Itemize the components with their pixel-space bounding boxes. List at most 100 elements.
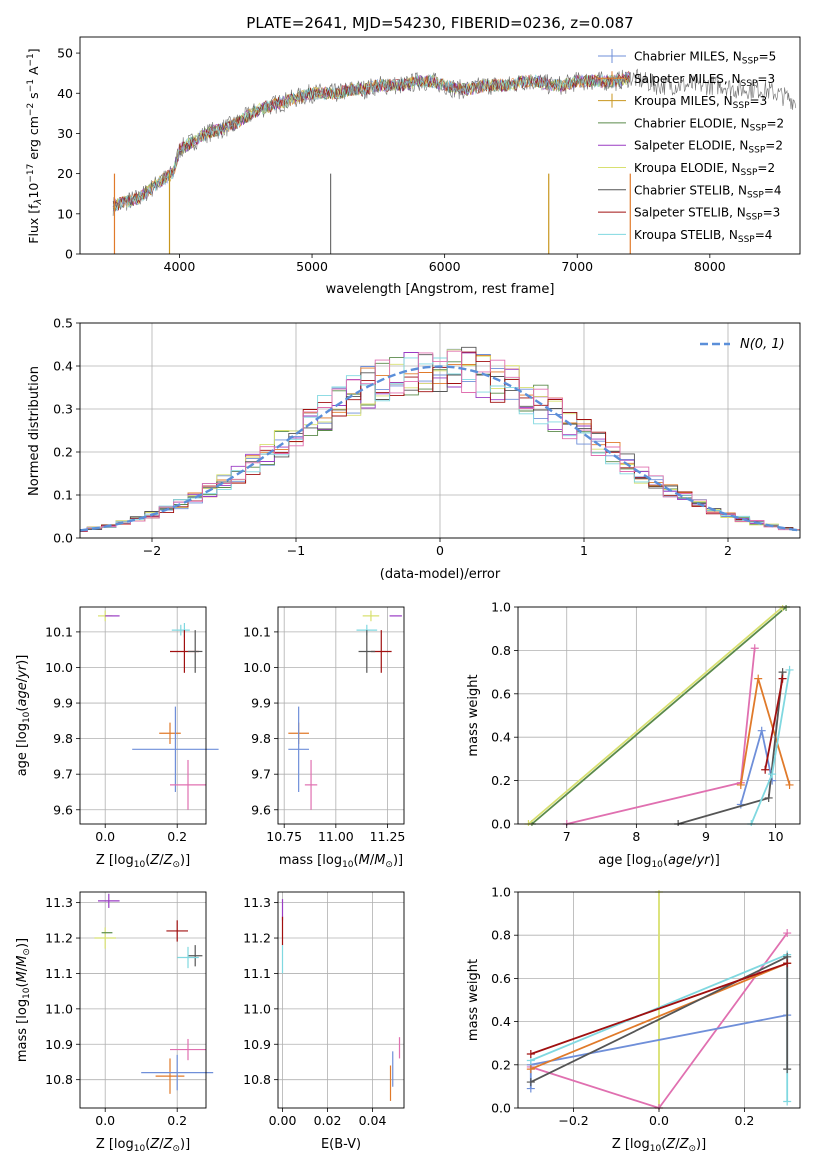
weight-marker	[783, 959, 792, 968]
y-tick-label: 9.9	[251, 696, 271, 711]
y-tick-label: 0.3	[53, 402, 73, 417]
y-tick-label: 0.6	[491, 686, 511, 701]
error-point-9	[170, 759, 206, 810]
legend-label-9: Kroupa STELIB, NSSP=4	[634, 228, 772, 245]
x-axis-label: Z [log10(Z/Z⊙)]	[96, 853, 190, 870]
y-tick-label: 0.1	[53, 488, 73, 503]
error-point-8	[304, 759, 318, 810]
axes-mass_vs_Z: 0.0 0.2 10.8 10.9 11.0 11.1 11.2 11.3 Z [log10(Z…	[15, 891, 214, 1154]
y-tick-label: 0.8	[491, 643, 511, 658]
weight-marker	[750, 644, 759, 653]
y-tick-label: 0.6	[491, 971, 511, 986]
y-axis-label: mass weight	[466, 674, 481, 756]
y-tick-label: 0	[65, 247, 73, 262]
y-tick-label: 1.0	[491, 885, 511, 900]
spectrum-plot	[112, 68, 797, 254]
error-point-1	[98, 893, 120, 908]
y-tick-label: 9.7	[251, 767, 271, 782]
x-tick-label: 6000	[429, 259, 461, 274]
legend-label-main: Chabrier STELIB, N	[634, 183, 747, 197]
weight-marker	[764, 793, 773, 802]
y-tick-label: 9.8	[251, 731, 271, 746]
y-tick-label: 0.2	[491, 773, 511, 788]
y-axis-label: mass weight	[466, 959, 481, 1041]
y-tick-label: 10	[57, 206, 73, 221]
error-point-1	[362, 610, 380, 622]
model-spectrum-line	[112, 73, 630, 210]
y-tick-label: 1.0	[491, 600, 511, 615]
chart-title: PLATE=2641, MJD=54230, FIBERID=0236, z=0…	[246, 14, 633, 32]
weight-series-7	[761, 674, 787, 774]
y-tick-label: 10.8	[243, 1072, 271, 1087]
weight-series-7	[526, 959, 792, 1058]
axes-residuals: −2 −1 0 1 2 0.0 0.1 0.2 0.3 0.4 0.5 (data-model)/er…	[27, 316, 801, 582]
y-tick-label: 0.5	[53, 316, 73, 331]
x-axis-label: age [log10(age/yr)]	[598, 853, 720, 870]
x-tick-label: 10.75	[266, 829, 302, 844]
x-tick-label: 10	[768, 829, 784, 844]
y-axis-label: mass [log10(M/M⊙)]	[15, 938, 32, 1062]
y-tick-label: 0.0	[491, 817, 511, 832]
y-tick-label: 0.0	[491, 1101, 511, 1116]
x-tick-label: 4000	[164, 259, 196, 274]
y-tick-label: 11.0	[243, 1001, 271, 1016]
legend-label-1: Chabrier MILES, NSSP=5	[634, 50, 776, 67]
legend-label-main: Salpeter STELIB, N	[634, 206, 746, 220]
y-tick-label: 11.0	[45, 1001, 73, 1016]
error-point-7	[170, 1038, 206, 1061]
axes-frame	[517, 606, 801, 825]
y-tick-label: 20	[57, 166, 73, 181]
legend-label-tail: =5	[759, 50, 777, 64]
legend-label-main: Kroupa STELIB, N	[634, 228, 738, 242]
y-tick-label: 10.8	[45, 1072, 73, 1087]
error-point-5	[358, 630, 376, 673]
y-tick-label: 50	[57, 46, 73, 61]
error-point-6	[177, 946, 199, 969]
legend-label-tail: =3	[750, 94, 768, 108]
axes-mass_weight_vs_Z: −0.2 0.0 0.2 0.0 0.2 0.4 0.6 0.8 1.0 Z [log10(Z/Z…	[466, 885, 801, 1154]
x-tick-label: 2	[724, 543, 732, 558]
error-point-8	[155, 1058, 185, 1094]
x-tick-label: 0	[436, 543, 444, 558]
error-point-4	[166, 920, 188, 942]
weight-line	[566, 648, 756, 825]
y-tick-label: 11.2	[243, 931, 271, 946]
observed-spectrum-line	[112, 68, 797, 216]
weight-marker	[785, 780, 794, 789]
x-tick-label: 0.0	[95, 1113, 115, 1128]
y-tick-label: 11.2	[45, 931, 73, 946]
y-tick-label: 9.9	[53, 696, 73, 711]
legend-label-sub: SSP	[733, 101, 750, 111]
error-point-7	[159, 722, 181, 744]
y-tick-label: 11.3	[243, 895, 271, 910]
weight-marker	[526, 1065, 535, 1074]
legend-label-sub: SSP	[741, 168, 758, 178]
x-tick-label: 1	[580, 543, 588, 558]
y-tick-label: 11.3	[45, 895, 73, 910]
legend-label-sub: SSP	[742, 57, 759, 67]
weight-lines	[526, 890, 792, 1110]
legend-label-main: Chabrier MILES, N	[634, 50, 742, 64]
y-tick-label: 30	[57, 126, 73, 141]
legend-label-main: Salpeter MILES, N	[634, 72, 741, 86]
legend-label-sub: SSP	[747, 190, 764, 200]
weight-series-4	[736, 674, 794, 789]
y-tick-label: 9.7	[53, 767, 73, 782]
legend-label: N(0, 1)	[740, 337, 785, 352]
y-tick-label: 0.2	[53, 445, 73, 460]
y-tick-label: 0.8	[491, 928, 511, 943]
axes-frame	[79, 606, 207, 825]
weight-marker	[761, 765, 770, 774]
axes-mass_weight_vs_age: 7 8 9 10 0.0 0.2 0.4 0.6 0.8 1.0 age [log10(age/yr…	[466, 600, 801, 870]
y-tick-label: 10.0	[243, 660, 271, 675]
legend-label-tail: =2	[765, 139, 783, 153]
weight-marker	[736, 780, 745, 789]
weight-marker	[526, 1078, 535, 1087]
y-tick-label: 10.9	[45, 1037, 73, 1052]
axes-frame	[277, 606, 405, 825]
legend-label-sub: SSP	[750, 123, 767, 133]
x-tick-label: 0.00	[269, 1113, 297, 1128]
legend-label-main: Kroupa ELODIE, N	[634, 161, 741, 175]
y-tick-label: 0.4	[53, 359, 73, 374]
weight-line	[530, 962, 788, 1070]
